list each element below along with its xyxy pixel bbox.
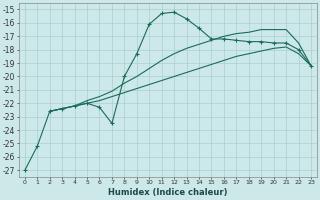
X-axis label: Humidex (Indice chaleur): Humidex (Indice chaleur): [108, 188, 228, 197]
